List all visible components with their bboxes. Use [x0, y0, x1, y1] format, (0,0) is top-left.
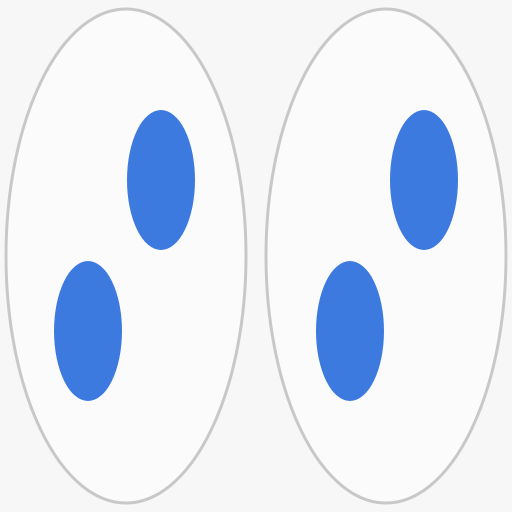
left-oval-lower-dot — [54, 261, 122, 401]
right-oval — [264, 7, 508, 505]
left-oval — [4, 7, 248, 505]
right-oval-upper-dot — [390, 110, 458, 250]
right-oval-lower-dot — [316, 261, 384, 401]
left-oval-upper-dot — [127, 110, 195, 250]
